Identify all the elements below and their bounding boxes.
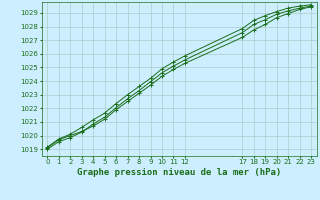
X-axis label: Graphe pression niveau de la mer (hPa): Graphe pression niveau de la mer (hPa) [77,168,281,177]
